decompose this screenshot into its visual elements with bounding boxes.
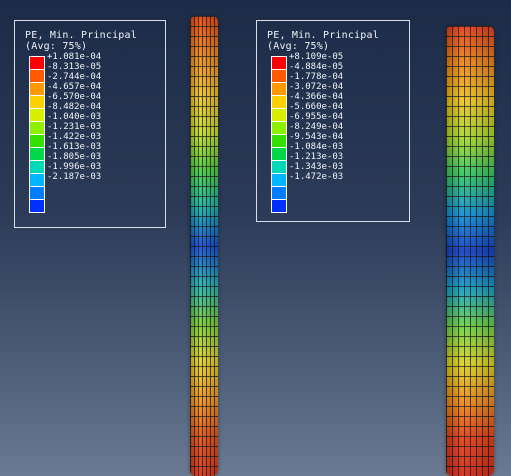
legend-tick-label-left-1: +1.081e-04: [47, 52, 102, 62]
legend-title-line1-left: PE, Min. Principal: [25, 30, 137, 41]
legend-tick-label-right-12: -1.343e-03: [289, 162, 344, 172]
mesh-grid-right: [446, 26, 494, 476]
legend-tick-label-left-3: -2.744e-04: [47, 72, 102, 82]
legend-tick-label-right-5: -4.366e-04: [289, 92, 344, 102]
legend-color-segment-left-6: [30, 122, 44, 135]
legend-tick-label-left-7: -1.040e-03: [47, 112, 102, 122]
legend-title-left: PE, Min. Principal (Avg: 75%): [25, 30, 137, 52]
legend-tick-label-left-2: -8.313e-05: [47, 62, 102, 72]
legend-tick-label-right-3: -1.778e-04: [289, 72, 344, 82]
legend-title-line2-right: (Avg: 75%): [267, 41, 330, 52]
legend-tick-label-left-12: -1.996e-03: [47, 162, 102, 172]
legend-color-bar-right: [271, 56, 287, 213]
legend-color-segment-left-2: [30, 70, 44, 83]
legend-color-segment-right-2: [272, 70, 286, 83]
legend-color-segment-right-3: [272, 83, 286, 96]
legend-tick-label-left-11: -1.805e-03: [47, 152, 102, 162]
legend-color-segment-left-7: [30, 135, 44, 148]
legend-color-segment-left-12: [30, 200, 44, 213]
legend-tick-label-right-9: -9.543e-04: [289, 132, 344, 142]
legend-tick-label-right-7: -6.955e-04: [289, 112, 344, 122]
column-model-right: [446, 26, 494, 476]
mesh-grid-left: [190, 16, 218, 476]
legend-title-line1-right: PE, Min. Principal: [267, 30, 379, 41]
legend-color-segment-right-8: [272, 148, 286, 161]
legend-color-segment-left-3: [30, 83, 44, 96]
legend-tick-label-right-10: -1.084e-03: [289, 142, 344, 152]
legend-color-segment-left-1: [30, 57, 44, 70]
legend-panel-right: PE, Min. Principal (Avg: 75%) +8.109e-05…: [256, 20, 410, 222]
legend-color-segment-right-12: [272, 200, 286, 213]
legend-color-segment-left-4: [30, 96, 44, 109]
shade-left: [190, 16, 218, 476]
legend-tick-label-left-10: -1.613e-03: [47, 142, 102, 152]
legend-color-segment-right-6: [272, 122, 286, 135]
shade-right: [446, 26, 494, 476]
legend-color-segment-left-5: [30, 109, 44, 122]
legend-color-segment-right-10: [272, 174, 286, 187]
legend-color-segment-left-11: [30, 187, 44, 200]
legend-color-segment-right-7: [272, 135, 286, 148]
legend-panel-left: PE, Min. Principal (Avg: 75%) +1.081e-04…: [14, 20, 166, 228]
legend-color-segment-right-11: [272, 187, 286, 200]
legend-tick-label-right-8: -8.249e-04: [289, 122, 344, 132]
legend-tick-label-right-6: -5.660e-04: [289, 102, 344, 112]
legend-tick-label-right-4: -3.072e-04: [289, 82, 344, 92]
legend-tick-label-left-8: -1.231e-03: [47, 122, 102, 132]
legend-tick-label-left-9: -1.422e-03: [47, 132, 102, 142]
legend-tick-label-left-6: -8.482e-04: [47, 102, 102, 112]
legend-tick-label-right-13: -1.472e-03: [289, 172, 344, 182]
legend-tick-label-left-5: -6.570e-04: [47, 92, 102, 102]
legend-title-right: PE, Min. Principal (Avg: 75%): [267, 30, 379, 52]
legend-tick-label-right-1: +8.109e-05: [289, 52, 344, 62]
legend-color-segment-left-10: [30, 174, 44, 187]
legend-color-segment-right-4: [272, 96, 286, 109]
legend-title-line2-left: (Avg: 75%): [25, 41, 88, 52]
legend-tick-label-left-13: -2.187e-03: [47, 172, 102, 182]
legend-color-segment-left-9: [30, 161, 44, 174]
legend-color-segment-right-1: [272, 57, 286, 70]
legend-color-segment-right-5: [272, 109, 286, 122]
legend-tick-label-left-4: -4.657e-04: [47, 82, 102, 92]
legend-color-bar-left: [29, 56, 45, 213]
legend-color-segment-right-9: [272, 161, 286, 174]
column-model-left: [190, 16, 218, 476]
legend-color-segment-left-8: [30, 148, 44, 161]
legend-tick-label-right-2: -4.884e-05: [289, 62, 344, 72]
legend-tick-label-right-11: -1.213e-03: [289, 152, 344, 162]
